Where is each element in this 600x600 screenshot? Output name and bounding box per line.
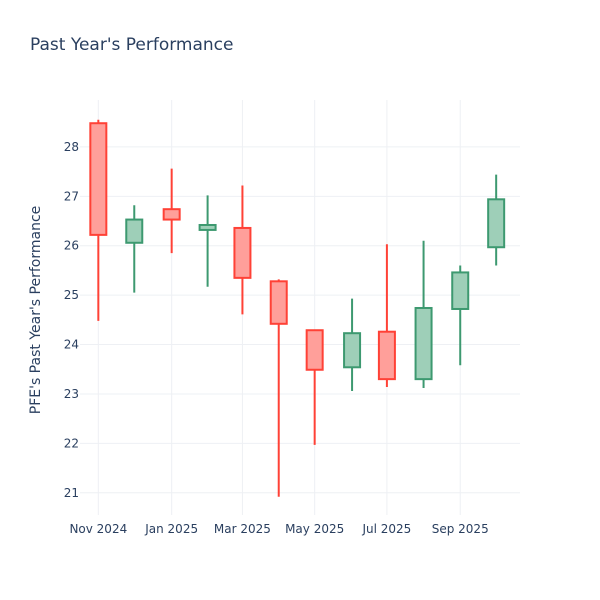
candle-body (305, 329, 324, 371)
candle-body (451, 271, 470, 310)
candle-body (198, 223, 217, 231)
candle (451, 265, 470, 366)
candle-body (377, 330, 396, 381)
candle-body (414, 306, 433, 381)
candle-body (125, 218, 144, 244)
candle (162, 168, 181, 254)
x-tick-label: Mar 2025 (214, 522, 271, 536)
x-tick-label: Jul 2025 (361, 522, 411, 536)
x-axis-ticks: Nov 2024 Jan 2025 Mar 2025 May 2025 Jul 2025… (69, 522, 488, 536)
candle (89, 119, 108, 321)
x-tick-label: May 2025 (285, 522, 344, 536)
candle (233, 185, 252, 315)
candle-body (487, 198, 506, 249)
candles (89, 119, 506, 497)
x-tick-label: Sep 2025 (432, 522, 489, 536)
y-tick-label: 21 (64, 486, 79, 500)
candle-body (343, 332, 362, 369)
candle-body (89, 122, 108, 236)
candle (414, 240, 433, 389)
candle (269, 279, 288, 497)
candle (198, 195, 217, 287)
y-tick-label: 25 (64, 288, 79, 302)
y-tick-label: 26 (64, 239, 79, 253)
candle (305, 329, 324, 445)
y-tick-label: 27 (64, 189, 79, 203)
y-tick-label: 23 (64, 387, 79, 401)
x-tick-label: Nov 2024 (69, 522, 127, 536)
y-axis-ticks: 21 22 23 24 25 26 27 28 (64, 140, 79, 500)
candle (487, 174, 506, 266)
y-tick-label: 28 (64, 140, 79, 154)
candle-body (233, 226, 252, 279)
candle-body (269, 280, 288, 325)
candle (343, 298, 362, 391)
chart-title: Past Year's Performance (30, 35, 234, 55)
x-tick-label: Jan 2025 (144, 522, 198, 536)
candle-body (162, 208, 181, 221)
y-axis-label: PFE's Past Year's Performance (28, 206, 44, 415)
candle (125, 205, 144, 293)
y-tick-label: 22 (64, 436, 79, 450)
y-tick-label: 24 (64, 338, 79, 352)
candle (377, 244, 396, 388)
